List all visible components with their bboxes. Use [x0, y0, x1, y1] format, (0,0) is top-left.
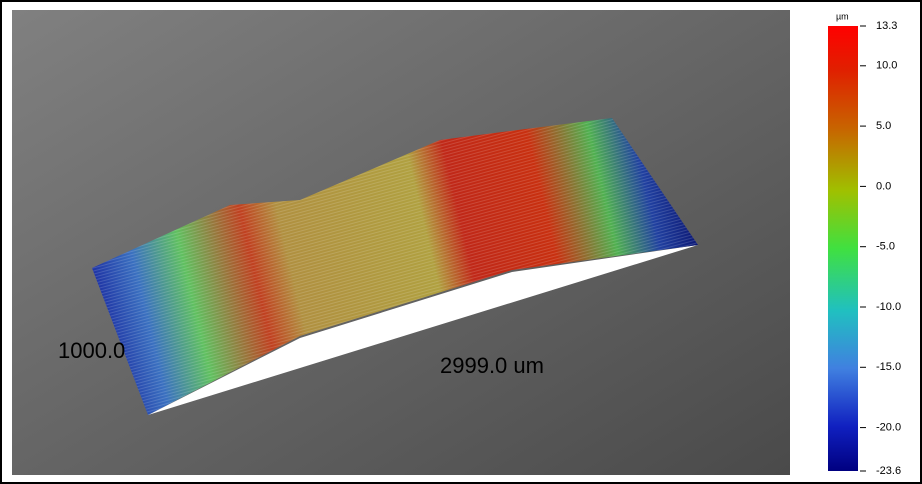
tick-label: 0.0	[876, 180, 891, 192]
tick-label: -23.6	[876, 465, 901, 477]
colorbar-unit: µm	[836, 11, 849, 21]
tick-label: 13.3	[876, 20, 897, 32]
tick-label: -10.0	[876, 301, 901, 313]
tick-label: -15.0	[876, 361, 901, 373]
tick-label: 5.0	[876, 120, 891, 132]
tick-label: -20.0	[876, 421, 901, 433]
end-label: 2999.0 um	[440, 353, 544, 378]
viewer: 1000.0 2999.0 um µm 13.3 10.0 5.0 0.0 -5.0 -1…	[0, 0, 922, 484]
tick-label: -5.0	[876, 241, 895, 253]
colorbar	[828, 26, 858, 471]
start-label: 1000.0	[58, 338, 125, 363]
tick-label: 10.0	[876, 60, 897, 72]
